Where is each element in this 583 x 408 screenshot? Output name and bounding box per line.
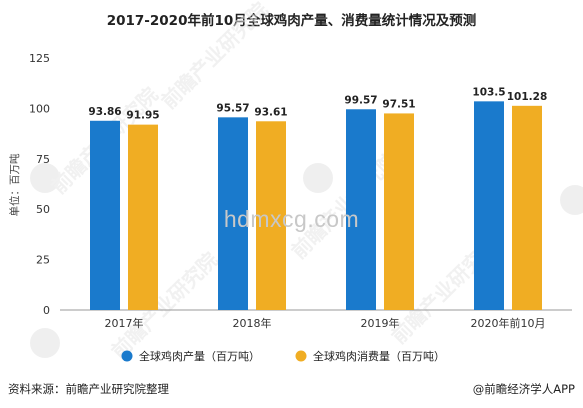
y-axis-label: 单位：百万吨 [8, 153, 21, 216]
y-axis-ticks: 0 25 50 75 100 125 [29, 52, 50, 317]
legend-label-consumption: 全球鸡肉消费量（百万吨） [313, 349, 445, 363]
x-tick-label: 2019年 [361, 316, 400, 330]
legend-label-production: 全球鸡肉产量（百万吨） [139, 349, 260, 363]
x-tick-label: 2020年前10月 [471, 316, 546, 330]
svg-text:前瞻产业研究院: 前瞻产业研究院 [107, 248, 223, 364]
x-tick-label: 2018年 [233, 316, 272, 330]
bar-production [474, 101, 504, 311]
y-tick-label: 100 [29, 102, 50, 115]
x-tick-label: 2017年 [105, 316, 144, 330]
bar-consumption [128, 124, 158, 310]
legend-swatch-production [121, 350, 133, 362]
y-tick-label: 50 [36, 203, 50, 216]
y-tick-label: 75 [36, 153, 50, 166]
y-tick-label: 0 [43, 304, 50, 317]
data-label: 101.28 [507, 91, 548, 103]
chart-title: 2017-2020年前10月全球鸡肉产量、消费量统计情况及预测 [106, 13, 477, 29]
watermark-site: hdmxcg.com [223, 206, 360, 232]
bar-production [90, 120, 120, 311]
data-label: 103.5 [472, 86, 505, 98]
data-label: 91.95 [126, 110, 159, 122]
data-label: 95.57 [216, 102, 249, 114]
y-tick-label: 125 [29, 52, 50, 65]
x-axis-ticks: 2017年 2018年 2019年 2020年前10月 [105, 316, 546, 330]
data-label: 93.86 [88, 106, 121, 118]
source-text: 资料来源：前瞻产业研究院整理 [8, 382, 169, 396]
credit-text: @前瞻经济学人APP [472, 382, 575, 396]
bars [90, 101, 542, 311]
legend-swatch-consumption [295, 350, 307, 362]
bar-consumption [256, 121, 286, 310]
bar-consumption [384, 113, 414, 311]
svg-text:前瞻产业研究院: 前瞻产业研究院 [157, 0, 273, 114]
bar-consumption [512, 105, 542, 310]
data-label: 97.51 [382, 98, 415, 110]
bar-production [346, 109, 376, 310]
legend: 全球鸡肉产量（百万吨） 全球鸡肉消费量（百万吨） [121, 349, 445, 363]
data-label: 99.57 [344, 94, 377, 106]
y-tick-label: 25 [36, 254, 50, 267]
data-label: 93.61 [254, 106, 287, 118]
bar-production [218, 117, 248, 311]
value-labels: 93.86 91.95 95.57 93.61 99.57 97.51 103.5 101.2… [88, 86, 547, 121]
